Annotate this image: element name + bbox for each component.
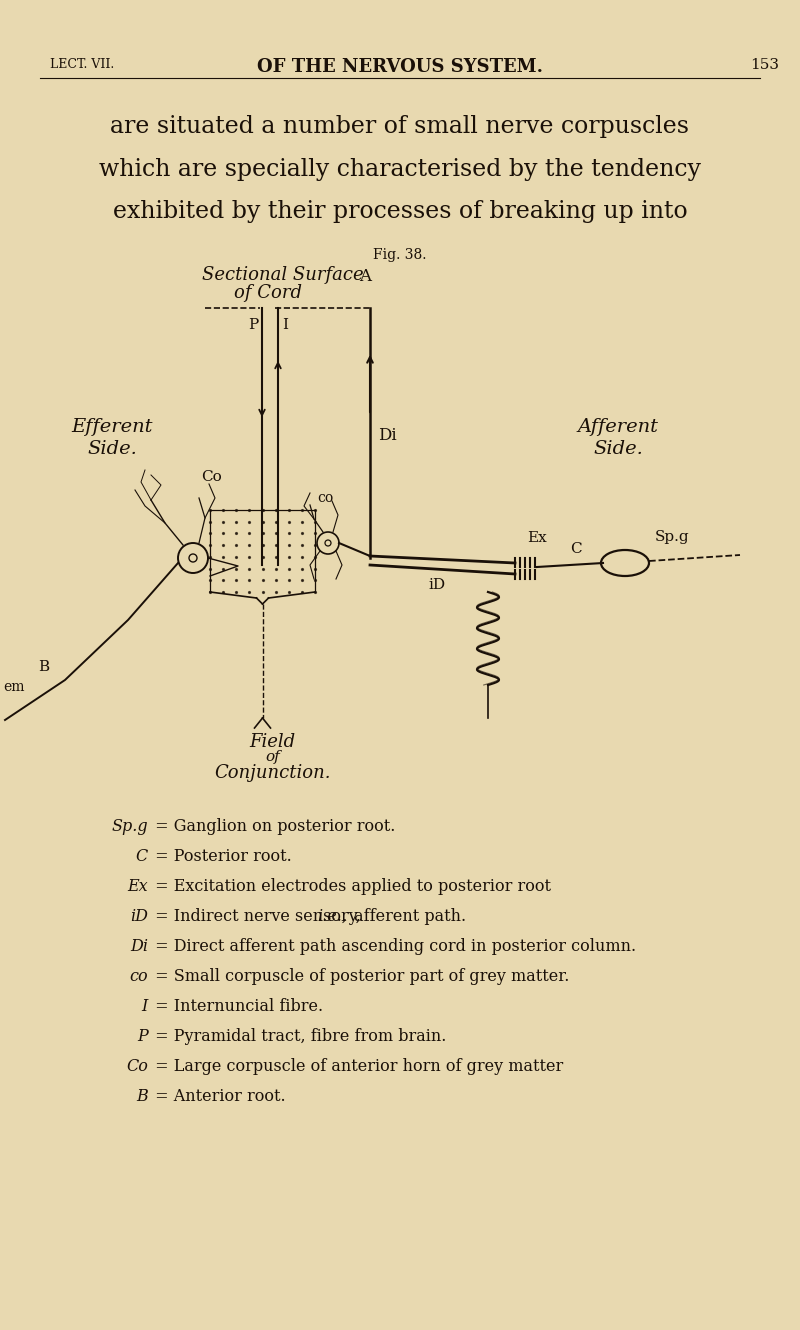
Text: exhibited by their processes of breaking up into: exhibited by their processes of breaking… [113,200,687,223]
Text: = Indirect nerve sensory,: = Indirect nerve sensory, [150,908,366,924]
Text: which are specially characterised by the tendency: which are specially characterised by the… [99,158,701,181]
Text: C: C [570,543,582,556]
Text: P: P [248,318,258,332]
Text: Ex: Ex [127,878,148,895]
Text: = Pyramidal tract, fibre from brain.: = Pyramidal tract, fibre from brain. [150,1028,446,1045]
Text: A: A [359,269,371,285]
Text: iD: iD [130,908,148,924]
Text: Field: Field [250,733,295,751]
Text: Ex: Ex [527,531,546,545]
Text: co: co [317,491,333,505]
Text: I: I [282,318,288,332]
Text: B: B [38,660,49,674]
Text: afferent path.: afferent path. [350,908,466,924]
Text: Di: Di [378,427,397,443]
Text: B: B [136,1088,148,1105]
Text: Co: Co [201,469,222,484]
Text: LECT. VII.: LECT. VII. [50,59,114,70]
Text: 153: 153 [750,59,779,72]
Text: = Posterior root.: = Posterior root. [150,849,292,864]
Text: OF THE NERVOUS SYSTEM.: OF THE NERVOUS SYSTEM. [257,59,543,76]
Text: em: em [3,680,25,694]
Text: = Excitation electrodes applied to posterior root: = Excitation electrodes applied to poste… [150,878,551,895]
Text: of: of [265,750,280,763]
Text: i.e.,: i.e., [318,908,347,924]
Text: Sp.g: Sp.g [111,818,148,835]
Text: Efferent: Efferent [71,418,153,436]
Text: P: P [138,1028,148,1045]
Text: Co: Co [126,1057,148,1075]
Text: = Direct afferent path ascending cord in posterior column.: = Direct afferent path ascending cord in… [150,938,636,955]
Text: C: C [136,849,148,864]
Text: are situated a number of small nerve corpuscles: are situated a number of small nerve cor… [110,114,690,138]
Text: = Large corpuscle of anterior horn of grey matter: = Large corpuscle of anterior horn of gr… [150,1057,563,1075]
Text: = Internuncial fibre.: = Internuncial fibre. [150,998,323,1015]
Text: Sectional Surface: Sectional Surface [202,266,364,285]
Text: Side.: Side. [87,440,137,458]
Text: Sp.g: Sp.g [655,529,690,544]
Text: of Cord: of Cord [234,285,302,302]
Text: Side.: Side. [593,440,643,458]
Text: = Small corpuscle of posterior part of grey matter.: = Small corpuscle of posterior part of g… [150,968,570,986]
Text: = Anterior root.: = Anterior root. [150,1088,286,1105]
Text: Afferent: Afferent [578,418,658,436]
Text: = Ganglion on posterior root.: = Ganglion on posterior root. [150,818,395,835]
Text: co: co [130,968,148,986]
Text: iD: iD [428,579,445,592]
Text: Di: Di [130,938,148,955]
Text: I: I [142,998,148,1015]
Text: Conjunction.: Conjunction. [214,763,330,782]
Text: Fig. 38.: Fig. 38. [374,247,426,262]
